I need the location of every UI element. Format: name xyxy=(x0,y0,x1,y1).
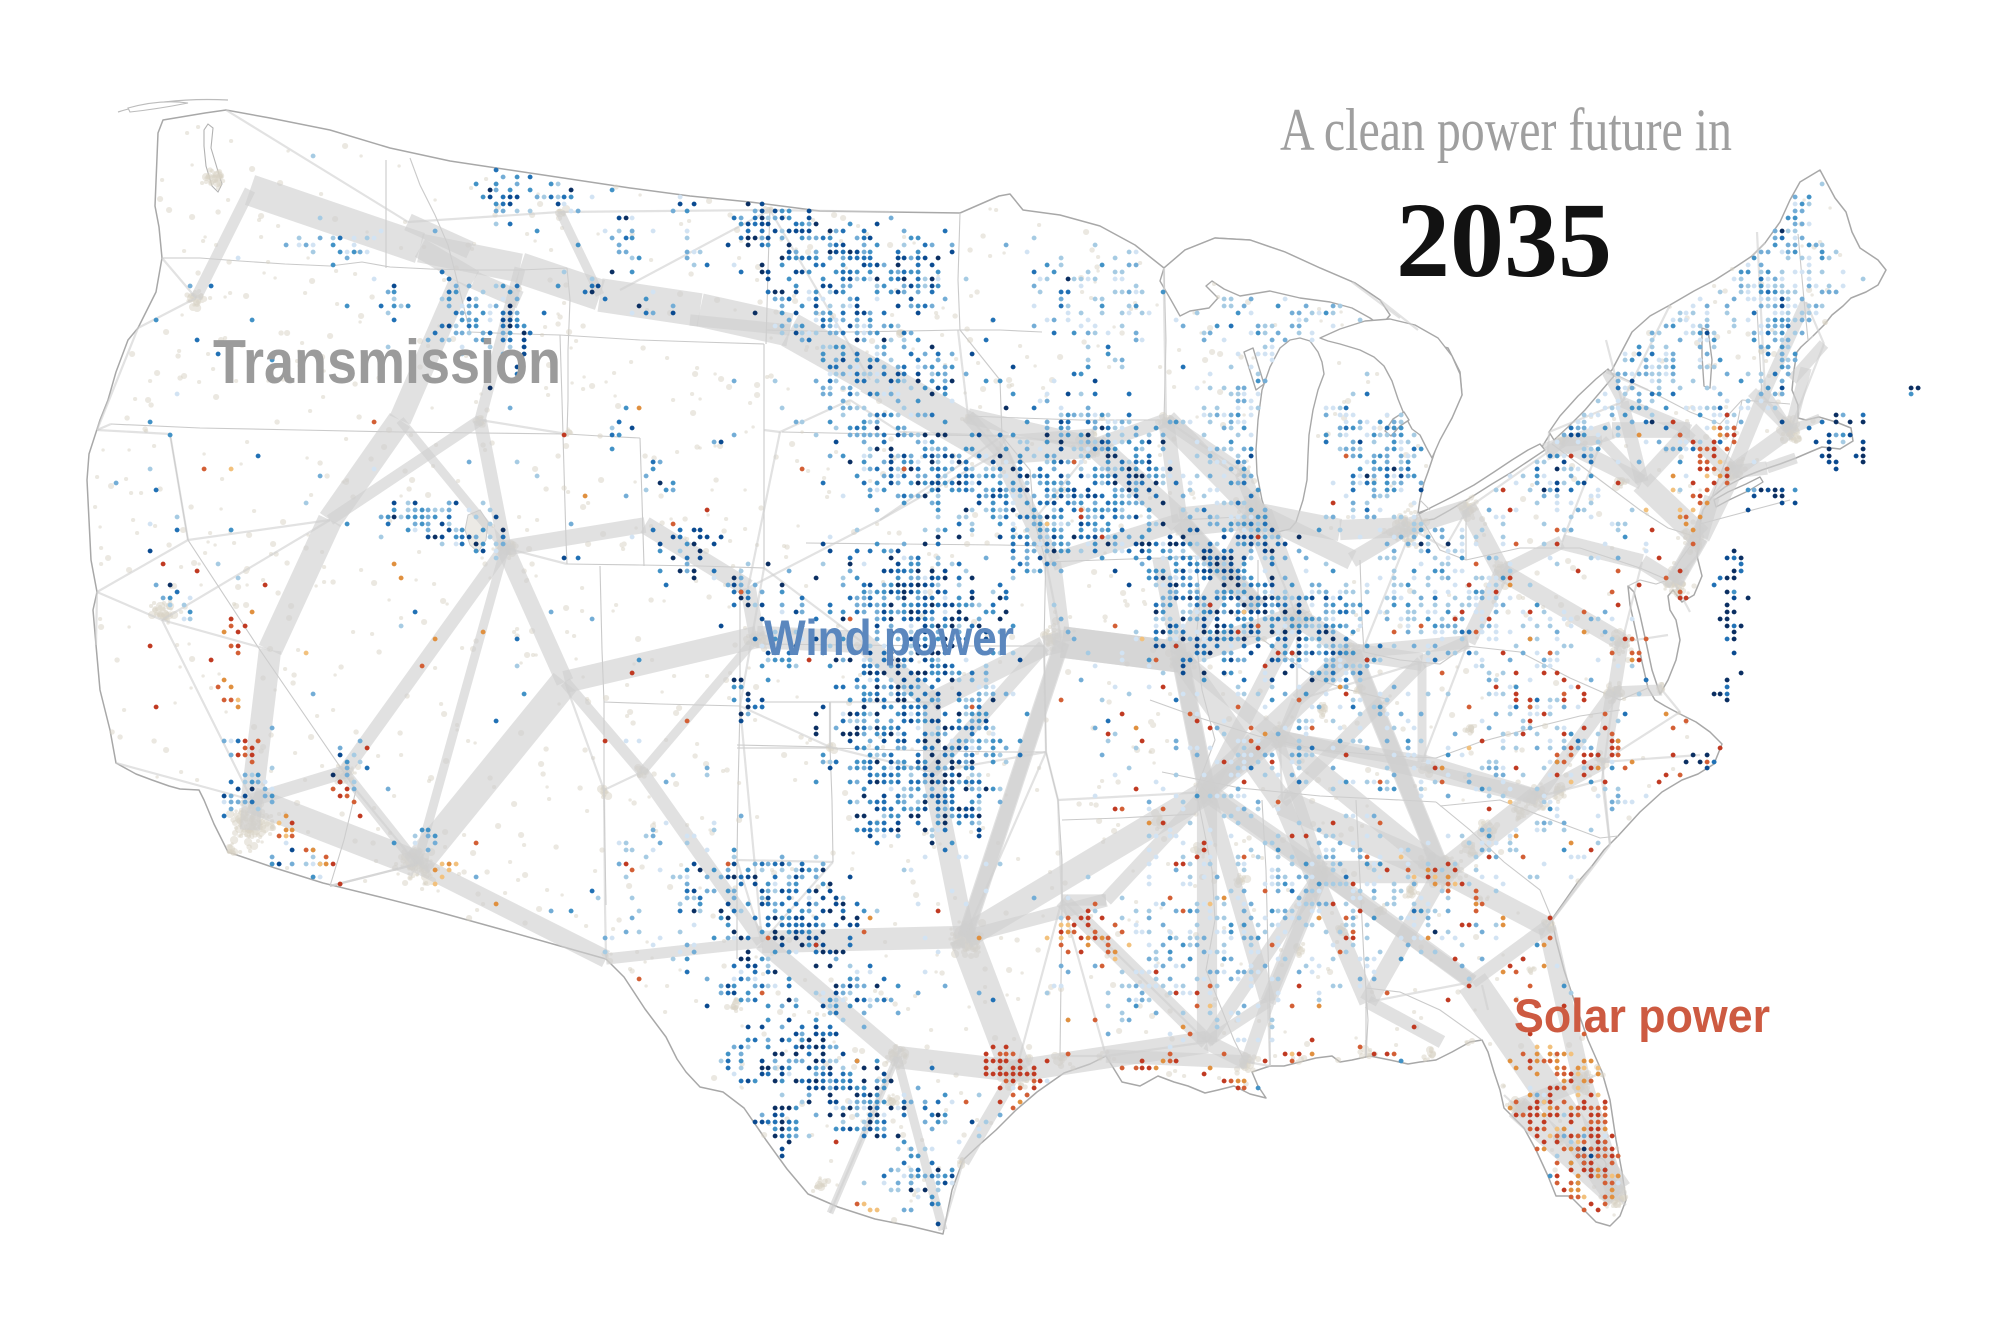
svg-text:2035: 2035 xyxy=(1396,182,1612,300)
svg-text:Solar power: Solar power xyxy=(1514,989,1770,1042)
svg-text:A clean power future in: A clean power future in xyxy=(1280,97,1732,163)
svg-text:Wind power: Wind power xyxy=(764,610,1014,666)
svg-text:Transmission: Transmission xyxy=(213,328,561,397)
